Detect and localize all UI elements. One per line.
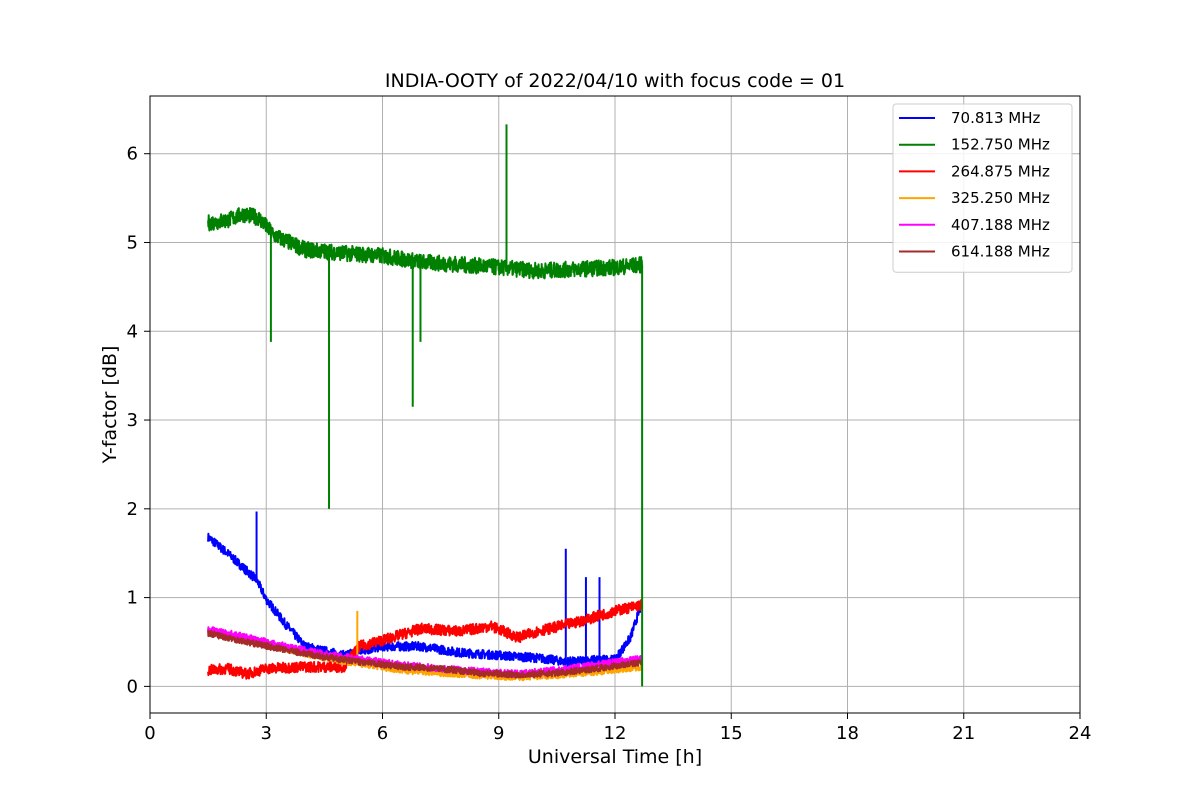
chart-title: INDIA-OOTY of 2022/04/10 with focus code… — [385, 70, 845, 92]
legend-label: 407.188 MHz — [951, 216, 1050, 234]
y-tick-label: 1 — [127, 588, 138, 609]
legend-label: 264.875 MHz — [951, 162, 1050, 180]
x-tick-label: 9 — [493, 723, 504, 744]
y-axis-title: Y-factor [dB] — [99, 346, 121, 465]
x-tick-label: 15 — [720, 723, 743, 744]
x-tick-label: 6 — [377, 723, 388, 744]
legend-label: 325.250 MHz — [951, 189, 1050, 207]
y-tick-label: 6 — [127, 144, 138, 165]
y-tick-label: 5 — [127, 232, 138, 253]
legend-label: 614.188 MHz — [951, 243, 1050, 261]
x-tick-label: 24 — [1069, 723, 1092, 744]
legend-label: 152.750 MHz — [951, 136, 1050, 154]
y-tick-label: 0 — [127, 676, 138, 697]
series-line — [207, 207, 644, 280]
series-line — [207, 599, 644, 680]
legend-box — [892, 103, 1073, 273]
x-tick-label: 0 — [144, 723, 155, 744]
legend: 70.813 MHz 152.750 MHz 264.875 MHz 325.250 … — [892, 103, 1073, 273]
series-line — [207, 630, 644, 679]
x-axis-title: Universal Time [h] — [528, 746, 702, 768]
legend-label: 70.813 MHz — [951, 109, 1040, 127]
x-tick-label: 12 — [604, 723, 627, 744]
y-tick-label: 4 — [127, 321, 138, 342]
y-tick-label: 2 — [127, 499, 138, 520]
series-line — [207, 532, 644, 667]
x-tick-label: 3 — [261, 723, 272, 744]
x-tick-label: 18 — [836, 723, 859, 744]
x-tick-label: 21 — [952, 723, 975, 744]
series-layer — [207, 124, 644, 687]
y-tick-label: 3 — [127, 410, 138, 431]
